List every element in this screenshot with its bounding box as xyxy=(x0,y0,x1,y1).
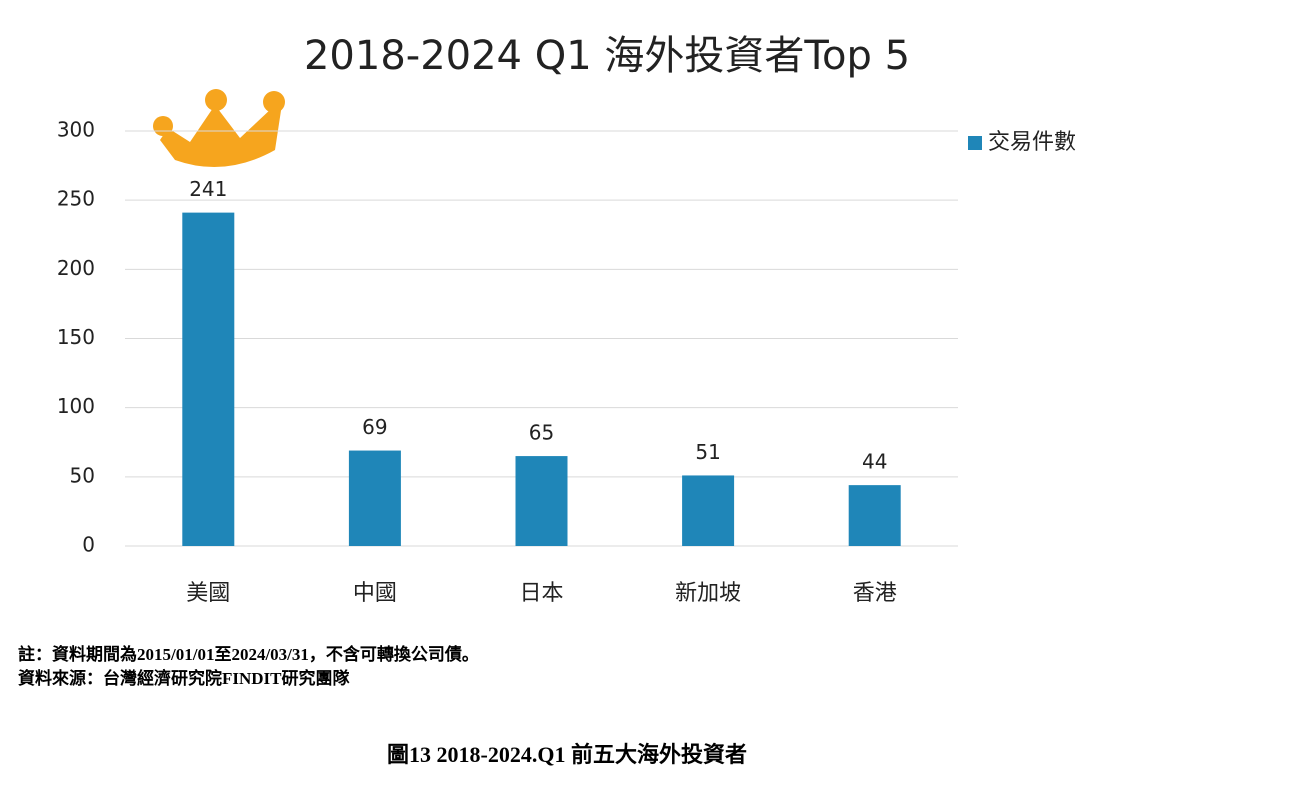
note: 註：資料期間為2015/01/01至2024/03/31，不含可轉換公司債。 xyxy=(18,644,479,664)
y-tick-label: 300 xyxy=(57,118,95,142)
data-label: 65 xyxy=(529,421,554,445)
x-tick-label: 香港 xyxy=(853,581,897,606)
bar xyxy=(515,456,568,546)
data-label: 51 xyxy=(695,440,720,464)
y-tick-label: 250 xyxy=(57,187,95,211)
bar xyxy=(348,450,401,546)
legend-swatch xyxy=(968,136,982,150)
y-tick-label: 50 xyxy=(70,463,95,487)
x-tick-label: 美國 xyxy=(186,581,230,606)
y-tick-label: 200 xyxy=(57,256,95,280)
x-tick-label: 中國 xyxy=(353,581,397,606)
y-tick-label: 0 xyxy=(82,533,95,557)
data-label: 44 xyxy=(862,450,887,474)
y-tick-label: 150 xyxy=(57,325,95,349)
legend-label: 交易件數 xyxy=(988,130,1076,155)
bar xyxy=(182,212,235,546)
source-note: 資料來源：台灣經濟研究院FINDIT研究團隊 xyxy=(18,668,351,688)
figure-caption: 圖13 2018-2024.Q1 前五大海外投資者 xyxy=(387,742,747,767)
bar xyxy=(682,475,735,546)
bar xyxy=(848,485,901,546)
crown-icon xyxy=(153,89,285,168)
x-tick-label: 新加坡 xyxy=(675,581,741,606)
y-tick-label: 100 xyxy=(57,394,95,418)
chart-title: 2018-2024 Q1 海外投資者Top 5 xyxy=(304,33,910,79)
data-label: 69 xyxy=(362,415,387,439)
x-tick-label: 日本 xyxy=(519,581,563,606)
data-label: 241 xyxy=(189,177,227,201)
